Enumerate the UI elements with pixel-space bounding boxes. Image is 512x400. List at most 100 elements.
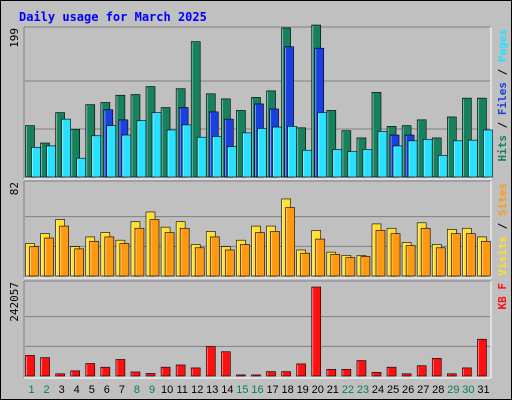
bar-kb-f-day-22 <box>341 369 352 377</box>
x-tick-day-4: 4 <box>74 384 80 396</box>
bar-sites-day-11 <box>179 227 190 277</box>
x-tick-day-25: 25 <box>387 384 399 396</box>
bar-pages-day-15 <box>242 132 252 178</box>
x-tick-day-8: 8 <box>134 384 140 396</box>
legend-entry: Visits <box>496 236 509 276</box>
bar-pages-day-5 <box>91 135 102 178</box>
bar-pages-day-19 <box>302 149 312 178</box>
bar-kb-f-day-31 <box>477 338 487 377</box>
bar-pages-day-22 <box>347 151 358 178</box>
x-tick-day-30: 30 <box>462 384 474 396</box>
bar-kb-f-day-12 <box>190 367 201 377</box>
bar-sites-day-5 <box>89 240 100 277</box>
x-tick-day-13: 13 <box>206 384 218 396</box>
bar-pages-day-4 <box>76 157 86 178</box>
bar-kb-f-day-19 <box>296 363 306 377</box>
bar-sites-day-24 <box>375 230 386 277</box>
bar-kb-f-day-25 <box>386 366 397 377</box>
bar-pages-day-20 <box>317 112 328 178</box>
bar-pages-day-1 <box>31 147 41 178</box>
bar-kb-f-day-16 <box>251 374 261 377</box>
y-max-label: 199 <box>8 28 21 48</box>
bar-sites-day-25 <box>390 233 401 277</box>
x-tick-day-11: 11 <box>176 384 187 396</box>
bar-kb-f-day-13 <box>205 346 216 377</box>
bar-pages-day-27 <box>422 139 433 178</box>
bar-kb-f-day-17 <box>266 371 276 377</box>
bar-kb-f-day-14 <box>221 351 231 377</box>
x-tick-day-22: 22 <box>342 384 354 396</box>
x-tick-day-18: 18 <box>282 384 294 396</box>
x-tick-day-5: 5 <box>89 384 95 396</box>
bar-sites-day-27 <box>420 227 431 277</box>
legend-entry: Pages <box>496 29 509 62</box>
legend-entry: / <box>496 62 509 82</box>
bar-sites-day-23 <box>360 256 371 277</box>
panel-kbytes: 242057 KB F <box>8 280 509 379</box>
bar-kb-f-day-21 <box>326 369 337 377</box>
x-tick-day-10: 10 <box>161 384 173 396</box>
bar-kb-f-day-29 <box>447 373 457 377</box>
bar-kb-f-day-4 <box>70 370 80 377</box>
bar-kb-f-day-1 <box>25 355 35 377</box>
bar-kb-f-day-23 <box>356 360 367 377</box>
bar-sites-day-21 <box>330 253 341 277</box>
bar-pages-day-17 <box>272 126 282 178</box>
x-tick-day-15: 15 <box>236 384 248 396</box>
bar-kb-f-day-15 <box>236 374 246 377</box>
x-tick-day-12: 12 <box>191 384 203 396</box>
bar-hits-day-30 <box>462 97 472 178</box>
bar-pages-day-31 <box>483 129 493 178</box>
legend-entry: Files <box>496 82 509 115</box>
legend: KB F <box>496 283 509 310</box>
bar-sites-day-2 <box>44 237 54 277</box>
bar-sites-day-3 <box>59 225 69 277</box>
bar-kb-f-day-10 <box>160 366 171 377</box>
bar-kb-f-day-20 <box>311 286 322 377</box>
x-tick-day-19: 19 <box>297 384 309 396</box>
bar-kb-f-day-27 <box>416 365 427 377</box>
bar-sites-day-20 <box>315 238 326 277</box>
panel-hits-files-pages: 199 Hits / Files / Pages <box>8 24 509 180</box>
x-tick-day-17: 17 <box>266 384 278 396</box>
bar-kb-f-day-28 <box>431 358 442 377</box>
bar-pages-day-16 <box>257 128 267 178</box>
bar-pages-day-28 <box>437 154 448 178</box>
bar-kb-f-day-5 <box>85 363 96 377</box>
x-tick-day-3: 3 <box>59 384 65 396</box>
panel-background <box>24 281 491 378</box>
bar-kb-f-day-2 <box>40 357 50 377</box>
legend-entry: / <box>496 115 509 135</box>
bar-sites-day-15 <box>240 244 250 277</box>
bar-kb-f-day-9 <box>145 373 156 377</box>
x-tick-day-6: 6 <box>104 384 110 396</box>
bar-pages-day-7 <box>121 134 132 178</box>
bar-pages-day-13 <box>211 136 222 178</box>
x-tick-day-20: 20 <box>312 384 324 396</box>
series-kb-f <box>25 286 487 377</box>
bar-pages-day-8 <box>136 120 147 178</box>
x-tick-day-28: 28 <box>432 384 444 396</box>
chart-title: Daily usage for March 2025 <box>19 10 207 24</box>
bar-sites-day-28 <box>435 247 446 277</box>
bar-sites-day-18 <box>285 207 295 277</box>
bar-pages-day-9 <box>151 112 162 178</box>
y-max-label: 242057 <box>8 282 21 322</box>
panel-visits-sites: 82 Visits / Sites <box>8 180 509 279</box>
bar-hits-day-12 <box>190 41 201 178</box>
bar-kb-f-day-18 <box>281 371 291 377</box>
bar-pages-day-11 <box>181 124 192 178</box>
bar-sites-day-8 <box>134 227 145 277</box>
bar-sites-day-26 <box>405 245 416 277</box>
bar-kb-f-day-24 <box>371 372 382 377</box>
legend-entry: / <box>496 216 509 236</box>
bar-pages-day-12 <box>196 136 207 178</box>
legend-entry: Sites <box>496 183 509 216</box>
bar-pages-day-2 <box>46 145 56 178</box>
bar-sites-day-4 <box>74 248 84 277</box>
series-sites <box>29 207 491 277</box>
bar-sites-day-10 <box>164 232 175 277</box>
x-tick-day-23: 23 <box>357 384 369 396</box>
bar-pages-day-23 <box>362 149 373 178</box>
